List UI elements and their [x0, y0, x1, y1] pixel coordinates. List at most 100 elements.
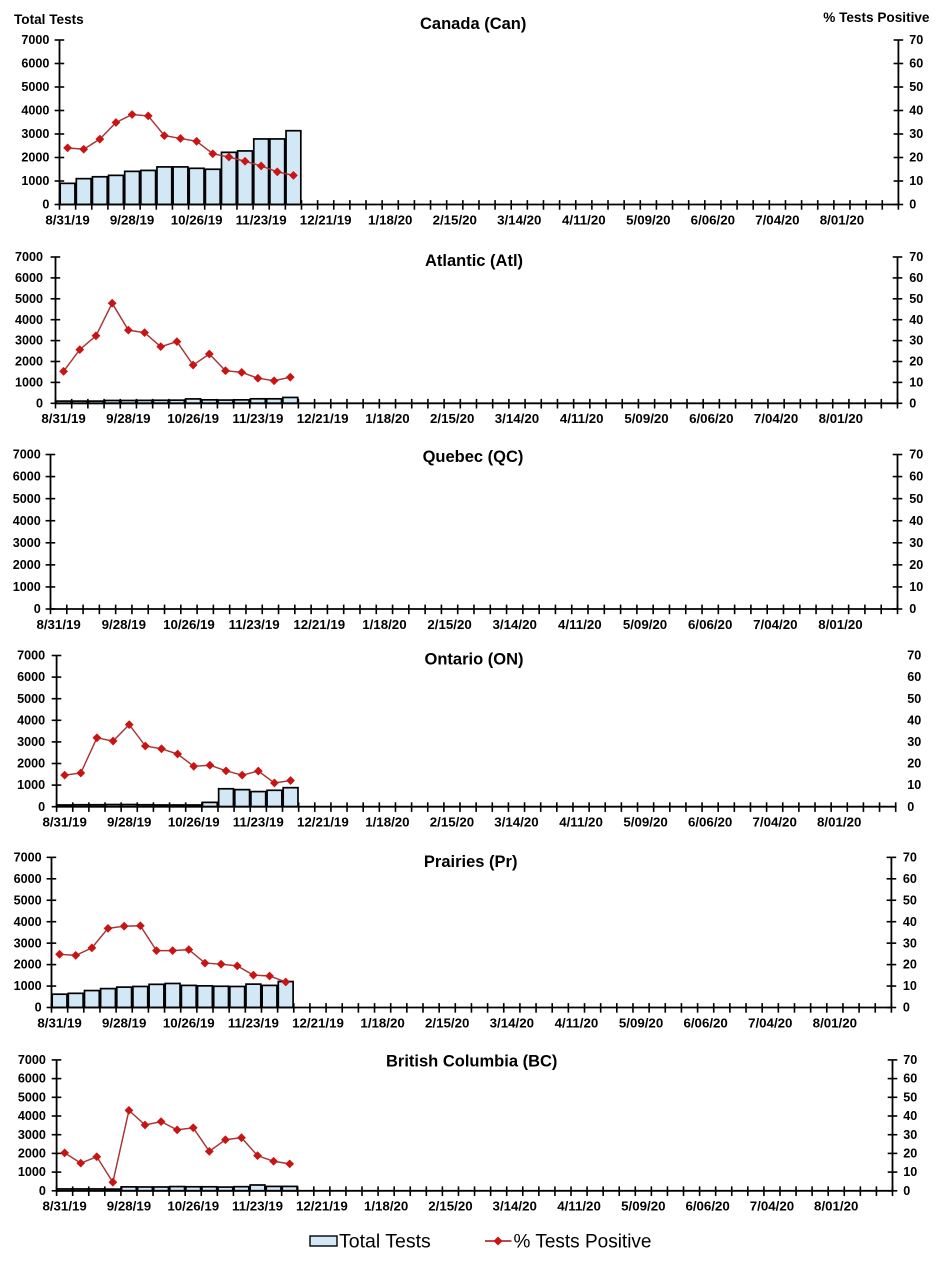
- svg-text:40: 40: [903, 915, 917, 929]
- svg-text:1000: 1000: [13, 580, 41, 594]
- svg-text:7/04/20: 7/04/20: [753, 617, 797, 632]
- svg-text:7000: 7000: [13, 448, 41, 462]
- svg-text:5000: 5000: [17, 692, 45, 706]
- svg-text:12/21/19: 12/21/19: [300, 212, 352, 227]
- svg-text:30: 30: [909, 536, 923, 550]
- svg-text:3000: 3000: [17, 735, 45, 749]
- svg-text:10: 10: [909, 580, 923, 594]
- svg-text:% Tests Positive: % Tests Positive: [823, 10, 930, 25]
- svg-text:1/18/20: 1/18/20: [362, 617, 406, 632]
- svg-text:6000: 6000: [18, 1072, 46, 1086]
- svg-text:20: 20: [909, 151, 923, 165]
- svg-text:5000: 5000: [18, 1090, 46, 1104]
- svg-text:3/14/20: 3/14/20: [497, 212, 541, 227]
- svg-text:1/18/20: 1/18/20: [364, 1199, 408, 1214]
- svg-text:5/09/20: 5/09/20: [626, 212, 670, 227]
- svg-text:4/11/20: 4/11/20: [555, 1015, 599, 1030]
- svg-text:7000: 7000: [21, 33, 49, 47]
- svg-text:11/23/19: 11/23/19: [232, 411, 283, 426]
- svg-text:20: 20: [903, 958, 917, 972]
- svg-text:60: 60: [909, 57, 923, 71]
- svg-text:40: 40: [909, 514, 923, 528]
- svg-text:10: 10: [909, 376, 923, 390]
- svg-text:5/09/20: 5/09/20: [621, 1199, 665, 1214]
- svg-text:2000: 2000: [13, 558, 41, 572]
- svg-text:3/14/20: 3/14/20: [495, 411, 539, 426]
- svg-text:11/23/19: 11/23/19: [233, 815, 284, 830]
- svg-text:6/06/20: 6/06/20: [691, 212, 735, 227]
- svg-text:10/26/19: 10/26/19: [167, 411, 219, 426]
- svg-text:4/11/20: 4/11/20: [562, 212, 606, 227]
- svg-text:3/14/20: 3/14/20: [493, 617, 537, 632]
- svg-text:2000: 2000: [14, 958, 42, 972]
- svg-text:1000: 1000: [17, 778, 45, 792]
- svg-text:8/31/19: 8/31/19: [42, 1199, 86, 1214]
- svg-text:3000: 3000: [14, 936, 42, 950]
- svg-text:3/14/20: 3/14/20: [494, 815, 538, 830]
- svg-text:3/14/20: 3/14/20: [490, 1015, 534, 1030]
- svg-text:20: 20: [903, 1147, 917, 1161]
- svg-text:11/23/19: 11/23/19: [229, 617, 280, 632]
- svg-text:Prairies (Pr): Prairies (Pr): [424, 853, 518, 871]
- svg-text:0: 0: [36, 396, 43, 410]
- svg-text:11/23/19: 11/23/19: [228, 1015, 279, 1030]
- svg-text:10: 10: [903, 979, 917, 993]
- svg-text:2/15/20: 2/15/20: [425, 1015, 469, 1030]
- svg-text:10/26/19: 10/26/19: [167, 1199, 219, 1214]
- svg-text:8/31/19: 8/31/19: [42, 815, 86, 830]
- svg-text:30: 30: [903, 936, 917, 950]
- svg-text:30: 30: [903, 1128, 917, 1142]
- svg-text:7000: 7000: [18, 1053, 46, 1067]
- svg-text:0: 0: [35, 1001, 42, 1015]
- svg-text:30: 30: [909, 334, 923, 348]
- svg-text:Canada (Can): Canada (Can): [420, 15, 526, 33]
- svg-text:10/26/19: 10/26/19: [171, 212, 223, 227]
- svg-text:40: 40: [909, 104, 923, 118]
- svg-text:3/14/20: 3/14/20: [493, 1199, 537, 1214]
- svg-text:30: 30: [907, 735, 921, 749]
- svg-text:7/04/20: 7/04/20: [752, 815, 796, 830]
- svg-text:10: 10: [909, 174, 923, 188]
- svg-text:2000: 2000: [15, 355, 43, 369]
- svg-text:4/11/20: 4/11/20: [559, 815, 603, 830]
- svg-text:10: 10: [903, 1165, 917, 1179]
- svg-text:1/18/20: 1/18/20: [365, 815, 409, 830]
- svg-text:5000: 5000: [14, 893, 42, 907]
- svg-text:4/11/20: 4/11/20: [560, 411, 604, 426]
- svg-text:8/31/19: 8/31/19: [36, 617, 80, 632]
- svg-text:Quebec (QC): Quebec (QC): [423, 448, 524, 466]
- svg-text:70: 70: [903, 850, 917, 864]
- svg-text:3000: 3000: [15, 334, 43, 348]
- svg-text:50: 50: [909, 80, 923, 94]
- svg-text:12/21/19: 12/21/19: [296, 1199, 348, 1214]
- svg-text:70: 70: [909, 448, 923, 462]
- svg-text:4/11/20: 4/11/20: [558, 617, 602, 632]
- svg-text:12/21/19: 12/21/19: [297, 411, 349, 426]
- svg-text:60: 60: [903, 872, 917, 886]
- svg-text:70: 70: [907, 649, 921, 663]
- svg-text:0: 0: [909, 602, 916, 616]
- svg-text:6000: 6000: [14, 872, 42, 886]
- svg-text:8/01/20: 8/01/20: [814, 1199, 858, 1214]
- svg-text:2000: 2000: [21, 151, 49, 165]
- svg-text:1/18/20: 1/18/20: [365, 411, 409, 426]
- svg-text:9/28/19: 9/28/19: [106, 411, 150, 426]
- svg-text:12/21/19: 12/21/19: [293, 617, 345, 632]
- svg-text:0: 0: [903, 1184, 910, 1198]
- svg-text:9/28/19: 9/28/19: [102, 617, 146, 632]
- svg-text:6/06/20: 6/06/20: [683, 1015, 727, 1030]
- svg-text:5/09/20: 5/09/20: [619, 1015, 663, 1030]
- svg-text:% Tests Positive: % Tests Positive: [514, 1232, 652, 1253]
- svg-text:Atlantic (Atl): Atlantic (Atl): [425, 252, 523, 270]
- svg-text:3000: 3000: [21, 127, 49, 141]
- svg-text:30: 30: [909, 127, 923, 141]
- svg-text:8/01/20: 8/01/20: [813, 1015, 857, 1030]
- svg-text:8/31/19: 8/31/19: [45, 212, 89, 227]
- svg-text:60: 60: [907, 670, 921, 684]
- svg-text:2/15/20: 2/15/20: [430, 411, 474, 426]
- svg-text:9/28/19: 9/28/19: [102, 1015, 146, 1030]
- svg-text:11/23/19: 11/23/19: [236, 212, 287, 227]
- svg-text:7/04/20: 7/04/20: [755, 212, 799, 227]
- svg-text:1000: 1000: [15, 376, 43, 390]
- svg-text:4000: 4000: [15, 313, 43, 327]
